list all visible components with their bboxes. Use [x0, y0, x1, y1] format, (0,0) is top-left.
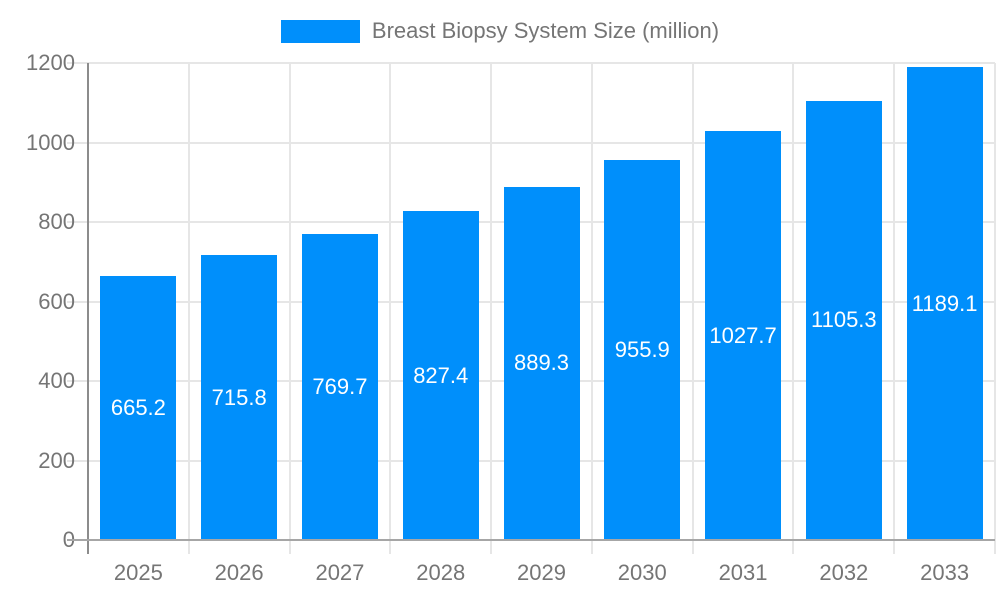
legend-item[interactable]: Breast Biopsy System Size (million)	[0, 18, 1000, 44]
gridline-vertical	[490, 63, 493, 554]
x-tick-label: 2033	[920, 560, 970, 585]
gridline-horizontal	[67, 62, 995, 64]
x-tick-label: 2030	[617, 560, 667, 585]
y-tick-label: 1000	[26, 129, 75, 155]
gridline-vertical	[994, 63, 996, 554]
bar-2027[interactable]	[301, 234, 378, 540]
x-tick-label: 2029	[517, 560, 566, 585]
gridline-vertical	[792, 63, 795, 554]
bar-2033[interactable]	[906, 67, 983, 540]
y-tick-label: 200	[38, 447, 75, 473]
x-tick-label: 2027	[315, 560, 365, 585]
gridline-vertical	[288, 63, 291, 554]
gridline-vertical	[893, 63, 896, 554]
y-tick-label: 1200	[26, 50, 75, 75]
gridline-vertical	[187, 63, 190, 554]
bar-2029[interactable]	[503, 186, 580, 540]
bar-2030[interactable]	[604, 160, 681, 540]
x-tick-label: 2031	[718, 560, 768, 585]
y-axis-line	[87, 63, 89, 554]
gridline-vertical	[691, 63, 694, 554]
x-tick-label: 2026	[214, 560, 264, 585]
legend-label: Breast Biopsy System Size (million)	[371, 18, 720, 43]
x-tick-label: 2025	[113, 560, 163, 585]
legend-swatch-icon	[280, 19, 360, 43]
y-tick-label: 600	[38, 288, 75, 314]
x-axis-line	[67, 539, 995, 541]
y-tick-label: 0	[62, 527, 75, 552]
gridline-horizontal	[67, 141, 995, 144]
gridline-vertical	[590, 63, 593, 554]
y-tick-label: 400	[38, 368, 75, 393]
gridline-vertical	[389, 63, 392, 554]
bar-2026[interactable]	[201, 255, 278, 540]
x-tick-label: 2032	[819, 560, 869, 585]
y-tick-label: 800	[38, 209, 75, 234]
bar-2025[interactable]	[100, 275, 177, 540]
bar-2032[interactable]	[805, 100, 882, 540]
bar-2031[interactable]	[705, 131, 782, 540]
x-tick-label: 2028	[416, 560, 466, 585]
bar-2028[interactable]	[402, 211, 479, 540]
